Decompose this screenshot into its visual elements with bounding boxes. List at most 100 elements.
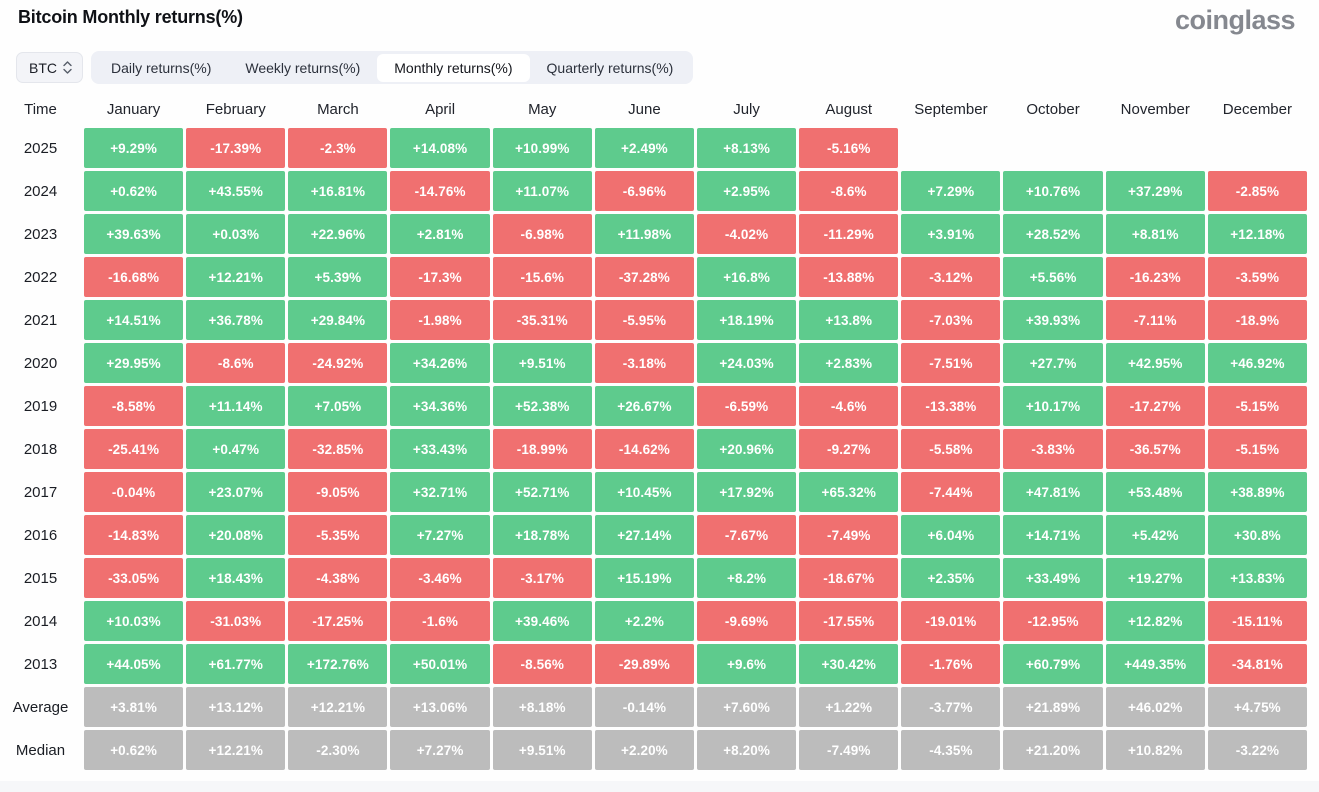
cell-2019-april: +34.36% [390, 386, 490, 426]
cell-2015-october: +33.49% [1003, 558, 1103, 598]
cell-2021-december: -18.9% [1207, 300, 1307, 340]
cell-2019-december: -5.15% [1207, 386, 1307, 426]
cell-2022-may: -15.6% [492, 257, 592, 297]
symbol-selector[interactable]: BTC [16, 52, 83, 83]
cell-2014-january: +10.03% [84, 601, 184, 641]
cell-2015-april: -3.46% [390, 558, 490, 598]
cell-average-september: -3.77% [901, 687, 1001, 727]
row-label-2013: 2013 [23, 655, 58, 673]
cell-2023-july: -4.02% [696, 214, 797, 254]
cell-2018-march: -32.85% [288, 429, 388, 469]
cell-2013-february: +61.77% [186, 644, 286, 684]
cell-2020-october: +27.7% [1003, 343, 1103, 383]
cell-median-february: +12.21% [186, 730, 286, 770]
cell-2019-january: -8.58% [84, 386, 184, 426]
cell-2022-april: -17.3% [390, 257, 490, 297]
cell-median-september: -4.35% [901, 730, 1001, 770]
cell-2018-september: -5.58% [901, 429, 1001, 469]
column-header-may: May [528, 100, 557, 118]
cell-average-march: +12.21% [288, 687, 388, 727]
cell-2021-may: -35.31% [492, 300, 592, 340]
cell-2016-august: -7.49% [799, 515, 899, 555]
cell-2022-august: -13.88% [799, 257, 899, 297]
cell-2022-june: -37.28% [594, 257, 694, 297]
tab-weekly-returns[interactable]: Weekly returns(%) [245, 59, 361, 76]
cell-2024-may: +11.07% [492, 171, 592, 211]
cell-2024-october: +10.76% [1003, 171, 1103, 211]
cell-2013-october: +60.79% [1003, 644, 1103, 684]
row-label-2023: 2023 [23, 225, 58, 243]
tab-quarterly-returns[interactable]: Quarterly returns(%) [546, 59, 674, 76]
cell-2013-may: -8.56% [492, 644, 592, 684]
cell-2015-january: -33.05% [84, 558, 184, 598]
controls-row: BTC Daily returns(%) Weekly returns(%) Mon… [16, 51, 1319, 84]
cell-2020-march: -24.92% [288, 343, 388, 383]
cell-2025-august: -5.16% [799, 128, 899, 168]
row-label-2025: 2025 [23, 139, 58, 157]
cell-2019-october: +10.17% [1003, 386, 1103, 426]
cell-2022-march: +5.39% [288, 257, 388, 297]
cell-2025-december [1208, 128, 1307, 168]
row-label-average: Average [12, 698, 69, 716]
cell-2023-may: -6.98% [492, 214, 592, 254]
cell-2020-april: +34.26% [390, 343, 490, 383]
cell-2017-june: +10.45% [594, 472, 694, 512]
cell-2017-february: +23.07% [186, 472, 286, 512]
returns-table-header: Time January February March April May June July… [0, 95, 1307, 123]
returns-tabbar: Daily returns(%) Weekly returns(%) Monthly… [91, 51, 694, 84]
cell-average-february: +13.12% [186, 687, 286, 727]
cell-2021-september: -7.03% [901, 300, 1001, 340]
cell-average-august: +1.22% [799, 687, 899, 727]
cell-2016-november: +5.42% [1105, 515, 1205, 555]
cell-2019-february: +11.14% [186, 386, 286, 426]
column-header-october: October [1026, 100, 1080, 118]
cell-2015-may: -3.17% [492, 558, 592, 598]
cell-2018-october: -3.83% [1003, 429, 1103, 469]
column-header-july: July [733, 100, 760, 118]
cell-2013-july: +9.6% [696, 644, 797, 684]
cell-2025-june: +2.49% [594, 128, 694, 168]
column-header-august: August [825, 100, 873, 118]
tab-monthly-returns[interactable]: Monthly returns(%) [377, 53, 530, 82]
cell-2025-november [1106, 128, 1205, 168]
cell-2025-october [1003, 128, 1102, 168]
cell-median-november: +10.82% [1105, 730, 1205, 770]
cell-2019-september: -13.38% [901, 386, 1001, 426]
cell-2020-february: -8.6% [186, 343, 286, 383]
cell-median-july: +8.20% [696, 730, 797, 770]
cell-2018-june: -14.62% [594, 429, 694, 469]
cell-median-may: +9.51% [492, 730, 592, 770]
cell-2024-march: +16.81% [288, 171, 388, 211]
column-header-june: June [628, 100, 661, 118]
cell-average-january: +3.81% [84, 687, 184, 727]
cell-2013-november: +449.35% [1105, 644, 1205, 684]
cell-2023-march: +22.96% [288, 214, 388, 254]
cell-average-may: +8.18% [492, 687, 592, 727]
cell-2023-february: +0.03% [186, 214, 286, 254]
cell-average-april: +13.06% [390, 687, 490, 727]
symbol-selector-value: BTC [29, 59, 57, 76]
cell-2017-may: +52.71% [492, 472, 592, 512]
cell-median-january: +0.62% [84, 730, 184, 770]
cell-2015-june: +15.19% [594, 558, 694, 598]
cell-2021-august: +13.8% [799, 300, 899, 340]
cell-2014-february: -31.03% [186, 601, 286, 641]
cell-2013-december: -34.81% [1207, 644, 1307, 684]
cell-2013-march: +172.76% [288, 644, 388, 684]
cell-average-july: +7.60% [696, 687, 797, 727]
cell-2025-july: +8.13% [696, 128, 797, 168]
cell-median-august: -7.49% [799, 730, 899, 770]
cell-median-june: +2.20% [594, 730, 694, 770]
tab-daily-returns[interactable]: Daily returns(%) [111, 59, 212, 76]
cell-2024-june: -6.96% [594, 171, 694, 211]
cell-2022-november: -16.23% [1105, 257, 1205, 297]
row-label-median: Median [15, 741, 66, 759]
cell-2014-may: +39.46% [492, 601, 592, 641]
cell-2016-june: +27.14% [594, 515, 694, 555]
row-label-2024: 2024 [23, 182, 58, 200]
cell-2022-january: -16.68% [84, 257, 184, 297]
cell-2017-october: +47.81% [1003, 472, 1103, 512]
cell-2019-july: -6.59% [696, 386, 797, 426]
cell-median-december: -3.22% [1207, 730, 1307, 770]
cell-2017-november: +53.48% [1105, 472, 1205, 512]
